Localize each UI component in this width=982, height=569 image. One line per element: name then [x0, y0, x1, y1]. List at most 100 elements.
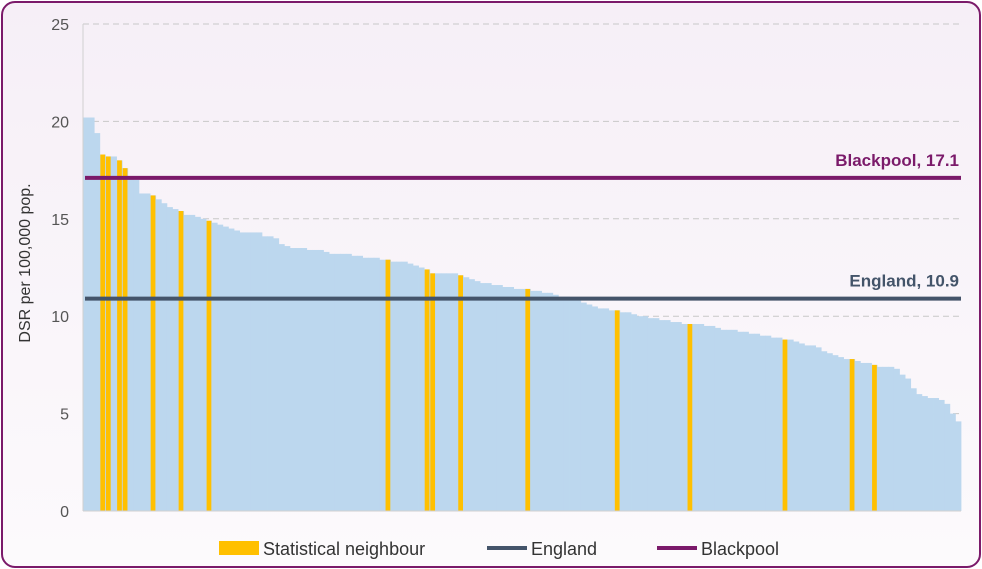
bar	[675, 322, 682, 511]
bar	[329, 253, 336, 512]
bar	[731, 329, 738, 511]
statistical-neighbour-bar	[614, 310, 620, 511]
bar	[933, 398, 940, 511]
y-tick-label: 0	[60, 504, 69, 521]
bar	[189, 214, 196, 511]
statistical-neighbour-bar	[872, 364, 877, 511]
bar	[284, 246, 291, 511]
bar	[798, 343, 805, 511]
bar	[597, 308, 604, 511]
bar	[905, 378, 912, 511]
bar	[659, 320, 665, 511]
bar	[558, 296, 565, 511]
statistical-neighbour-bar	[385, 259, 391, 511]
statistical-neighbour-bar	[430, 273, 436, 511]
y-tick-label: 15	[51, 212, 69, 229]
bar	[854, 361, 861, 511]
bar	[910, 388, 917, 511]
bar	[491, 285, 498, 511]
bar	[608, 310, 615, 511]
bar	[754, 333, 761, 511]
bar	[787, 339, 794, 511]
bar	[362, 257, 369, 511]
bar	[267, 236, 274, 511]
bar	[759, 335, 766, 511]
bar	[938, 399, 945, 511]
y-tick-label: 5	[60, 407, 69, 424]
bar	[401, 261, 408, 511]
statistical-neighbour-bar	[150, 195, 156, 512]
bar	[748, 333, 755, 511]
bar	[843, 359, 850, 511]
bar	[200, 218, 207, 512]
bar	[619, 312, 626, 511]
statistical-neighbour-bar	[100, 154, 106, 511]
bar	[575, 298, 582, 511]
statistical-neighbour-bar	[525, 288, 531, 511]
bar	[250, 232, 257, 511]
axes: 0 5 10 15 20 25	[51, 17, 961, 521]
bar	[625, 312, 632, 511]
bar	[647, 318, 654, 511]
bar	[770, 337, 777, 511]
bar	[720, 329, 727, 511]
bar	[569, 298, 576, 511]
bar	[541, 292, 548, 511]
bar	[826, 353, 833, 511]
statistical-neighbour-bar	[178, 211, 184, 511]
bar	[899, 374, 906, 511]
bar	[211, 222, 218, 511]
bar	[496, 285, 503, 511]
bar	[435, 273, 442, 511]
bar	[921, 396, 928, 511]
statistical-neighbour-bar	[782, 339, 788, 511]
bar	[317, 249, 324, 511]
bar	[144, 193, 151, 512]
bar	[273, 238, 280, 511]
bar	[245, 232, 252, 511]
england-reference-label: England, 10.9	[849, 272, 959, 291]
bar	[166, 207, 173, 512]
bar	[412, 265, 419, 511]
bar	[94, 133, 101, 511]
bar	[860, 362, 867, 511]
bar	[485, 283, 492, 511]
bar	[955, 421, 962, 511]
bar	[183, 214, 190, 511]
bar	[513, 288, 520, 511]
bar	[636, 316, 643, 511]
bar	[345, 253, 352, 512]
bar	[586, 304, 593, 511]
bar	[161, 203, 168, 511]
bar	[653, 318, 660, 511]
bar	[882, 366, 889, 511]
y-tick-label: 10	[51, 309, 69, 326]
bar	[396, 261, 403, 511]
bar	[239, 232, 246, 511]
statistical-neighbour-bar	[424, 269, 430, 511]
bar	[194, 216, 201, 511]
bar	[502, 286, 509, 511]
bar	[228, 228, 235, 512]
bar	[692, 323, 699, 511]
bar	[306, 249, 313, 511]
bar	[670, 322, 677, 511]
legend-label: Blackpool	[701, 539, 779, 559]
y-tick-label: 20	[51, 114, 69, 131]
bar	[949, 413, 956, 511]
bar	[865, 362, 872, 511]
bar	[256, 232, 263, 511]
bar	[709, 325, 716, 511]
bar	[832, 355, 839, 511]
bar	[552, 294, 559, 511]
bar	[138, 193, 145, 512]
bar	[535, 290, 542, 511]
bar	[530, 290, 537, 511]
bar	[83, 117, 89, 511]
bar	[373, 257, 380, 511]
statistical-neighbour-bar	[206, 220, 212, 511]
bar	[563, 296, 570, 511]
bar	[357, 255, 364, 511]
